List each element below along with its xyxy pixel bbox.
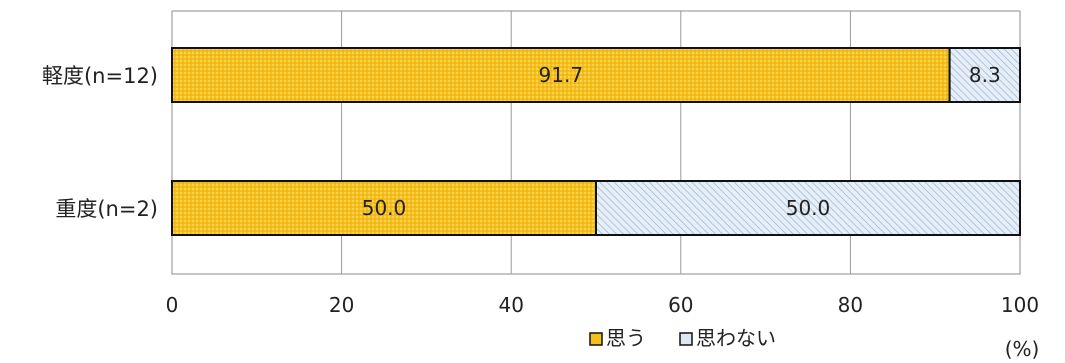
x-tick-label: 20 [329, 293, 354, 317]
legend: 思う 思わない [589, 326, 776, 350]
x-tick-label: 80 [838, 293, 863, 317]
data-label: 50.0 [362, 196, 407, 220]
bar-segment [171, 47, 951, 103]
legend-swatch [679, 332, 693, 346]
data-label: 91.7 [539, 63, 584, 87]
x-tick-label: 100 [1001, 293, 1039, 317]
unit-label: (%) [1005, 337, 1040, 361]
category-label: 重度(n=2) [55, 197, 158, 221]
x-tick-label: 40 [498, 293, 523, 317]
category-labels: 軽度(n=12) 重度(n=2) [42, 64, 158, 221]
bar-segment [171, 180, 597, 236]
data-label: 50.0 [786, 196, 831, 220]
x-tick-labels: 0 20 40 60 80 100 [166, 293, 1039, 317]
bar-segment [948, 47, 1022, 103]
legend-swatch [589, 332, 603, 346]
category-label: 軽度(n=12) [42, 64, 158, 88]
data-label: 8.3 [969, 63, 1001, 87]
bars: 91.7 8.3 50.0 50.0 [171, 47, 1022, 236]
bar-segment [595, 180, 1021, 236]
legend-label: 思わない [696, 326, 776, 350]
x-tick-label: 60 [668, 293, 693, 317]
legend-label: 思う [606, 326, 646, 350]
x-tick-label: 0 [166, 293, 179, 317]
